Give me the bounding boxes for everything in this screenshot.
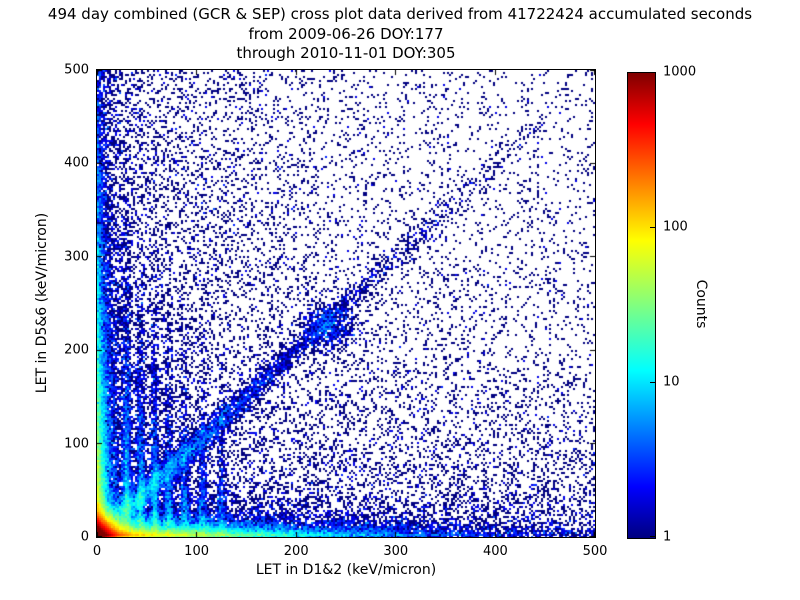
colorbar-tick-label: 100: [663, 219, 688, 235]
colorbar-label: Counts: [693, 279, 709, 329]
x-tick-label: 500: [582, 544, 608, 559]
chart-subtitle-from: from 2009-06-26 DOY:177: [248, 25, 444, 43]
colorbar-tick-label: 10: [663, 374, 680, 390]
y-tick-label: 400: [64, 155, 89, 171]
scatter-density-canvas: [96, 69, 596, 538]
y-tick-label: 0: [80, 529, 89, 545]
colorbar-gradient: [627, 72, 656, 539]
colorbar-tick-label: 1: [663, 529, 672, 545]
x-tick-label: 400: [482, 544, 508, 559]
y-tick-label: 100: [64, 436, 89, 452]
colorbar-tick-label: 1000: [663, 64, 697, 80]
chart-subtitle-through: through 2010-11-01 DOY:305: [236, 44, 456, 62]
chart-title: 494 day combined (GCR & SEP) cross plot …: [47, 5, 753, 23]
x-tick-label: 200: [283, 544, 309, 559]
x-tick-label: 100: [184, 544, 210, 559]
y-axis-label: LET in D5&6 (keV/micron): [34, 212, 50, 394]
y-tick-label: 500: [64, 62, 89, 78]
y-tick-label: 200: [64, 342, 89, 358]
x-tick-label: 300: [383, 544, 409, 559]
x-axis-label: LET in D1&2 (keV/micron): [255, 562, 437, 578]
y-tick-label: 300: [64, 249, 89, 265]
x-tick-label: 0: [92, 544, 102, 559]
